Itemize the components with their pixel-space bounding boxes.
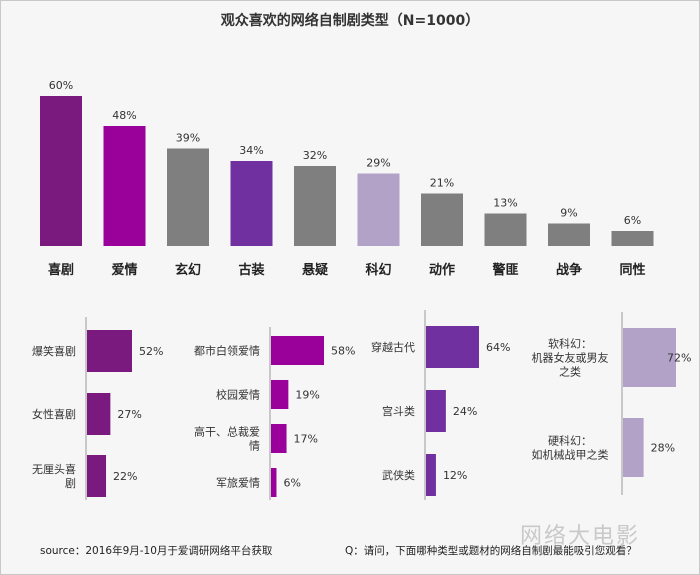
x-tick-label: 同性 <box>619 262 645 278</box>
bar-同性 <box>611 231 654 246</box>
category-label: 高干、总裁爱 <box>194 425 260 439</box>
bar-硬科幻：如机械战甲之类 <box>623 418 644 477</box>
source-note: source：2016年9月-10月于爱调研网络平台获取 <box>40 545 273 557</box>
bar-科幻 <box>357 173 400 246</box>
category-label: 校园爱情 <box>216 388 260 402</box>
category-label: 都市白领爱情 <box>194 344 260 358</box>
data-label: 12% <box>443 469 467 482</box>
x-tick-label: 悬疑 <box>302 262 328 278</box>
data-label: 21% <box>430 177 454 190</box>
data-label: 17% <box>294 433 318 446</box>
category-label: 情 <box>249 440 260 453</box>
x-tick-label: 玄幻 <box>175 262 201 278</box>
bar-无厘头喜剧 <box>87 455 107 497</box>
data-label: 32% <box>303 149 327 162</box>
bar-爱情 <box>103 126 146 246</box>
bar-武侠类 <box>426 454 436 496</box>
category-label: 之类 <box>559 365 581 379</box>
chart-title: 观众喜欢的网络自制剧类型（N=1000） <box>220 13 480 29</box>
x-tick-label: 古装 <box>238 262 264 278</box>
category-label: 机器女友或男友 <box>532 351 609 365</box>
bar-警匪 <box>484 213 527 246</box>
x-tick-label: 爱情 <box>111 262 137 278</box>
data-label: 58% <box>331 345 355 358</box>
data-label: 29% <box>366 157 390 170</box>
bar-高干、总裁爱情 <box>271 424 287 453</box>
x-tick-label: 警匪 <box>492 262 518 278</box>
category-label: 无厘头喜 <box>32 463 76 476</box>
data-label: 13% <box>493 197 517 210</box>
data-label: 19% <box>295 389 319 402</box>
question-note: Q：请问，下面哪种类型或题材的网络自制剧最能吸引您观看？ <box>345 545 637 557</box>
bar-都市白领爱情 <box>271 336 324 365</box>
bar-穿越古代 <box>426 326 479 368</box>
data-label: 34% <box>239 144 263 157</box>
category-label: 如机械战甲之类 <box>532 448 609 462</box>
data-label: 24% <box>453 405 477 418</box>
category-label: 武侠类 <box>382 468 415 482</box>
data-label: 22% <box>113 470 137 483</box>
category-label: 软科幻： <box>548 337 592 351</box>
category-label: 剧 <box>65 477 76 490</box>
data-label: 27% <box>117 408 141 421</box>
bar-喜剧 <box>40 96 82 246</box>
category-label: 宫斗类 <box>382 404 415 418</box>
category-label: 女性喜剧 <box>32 407 76 421</box>
bar-软科幻：机器女友或男友之类 <box>623 328 676 387</box>
category-label: 军旅爱情 <box>216 476 260 490</box>
bar-宫斗类 <box>426 390 446 432</box>
bar-悬疑 <box>294 166 336 246</box>
data-label: 6% <box>624 214 641 227</box>
category-label: 硬科幻： <box>548 434 592 448</box>
x-tick-label: 科幻 <box>365 262 391 278</box>
data-label: 39% <box>176 132 200 145</box>
bar-动作 <box>421 193 463 246</box>
x-tick-label: 战争 <box>556 262 582 278</box>
bar-军旅爱情 <box>271 468 277 497</box>
data-label: 28% <box>651 442 675 455</box>
category-label: 穿越古代 <box>371 340 415 354</box>
data-label: 64% <box>486 341 510 354</box>
bar-爆笑喜剧 <box>87 330 132 372</box>
data-label: 60% <box>49 79 73 92</box>
bar-玄幻 <box>167 148 209 246</box>
watermark: 网络大电影 <box>520 524 641 549</box>
category-label: 爆笑喜剧 <box>32 344 76 358</box>
bar-古装 <box>230 161 273 246</box>
data-label: 6% <box>283 477 300 490</box>
x-tick-label: 喜剧 <box>48 262 74 278</box>
data-label: 52% <box>139 345 163 358</box>
x-tick-label: 动作 <box>429 262 455 278</box>
bar-女性喜剧 <box>87 393 111 435</box>
bar-校园爱情 <box>271 380 289 409</box>
bar-战争 <box>548 223 590 246</box>
data-label: 48% <box>112 109 136 122</box>
data-label: 72% <box>667 352 691 365</box>
data-label: 9% <box>560 207 577 220</box>
